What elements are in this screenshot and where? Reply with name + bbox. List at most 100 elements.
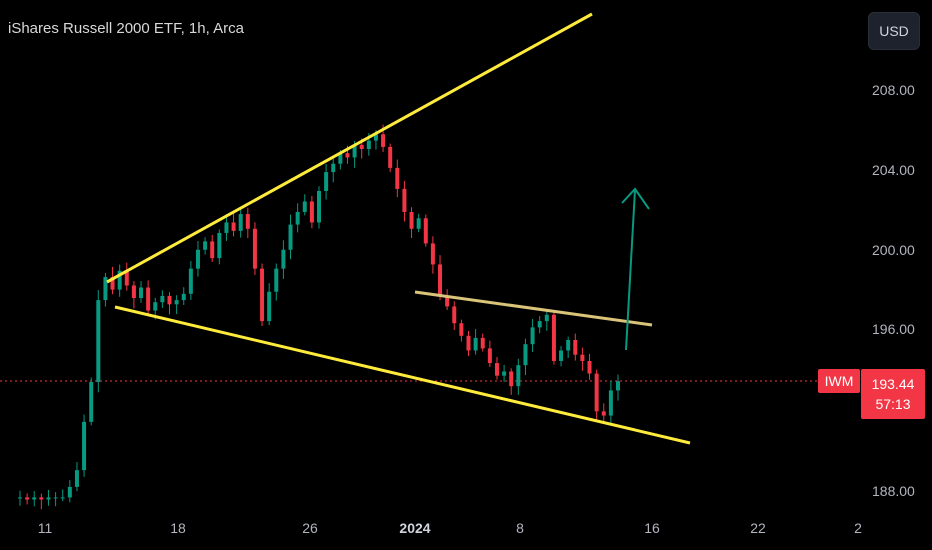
breakout-arrow[interactable]	[625, 189, 636, 351]
candle-body	[331, 163, 336, 173]
candle-body	[430, 243, 435, 265]
candle-body	[466, 335, 471, 351]
candle-body	[309, 201, 314, 223]
candle-body	[537, 321, 542, 328]
x-tick-label: 26	[302, 520, 318, 536]
candle-body	[566, 340, 571, 351]
candle-body	[39, 497, 44, 500]
candle-body	[423, 218, 428, 244]
candle-body	[338, 153, 343, 164]
candle-body	[345, 153, 350, 158]
candle-body	[195, 249, 200, 269]
candle-body	[509, 371, 514, 387]
x-tick-label: 8	[516, 520, 524, 536]
candle-body	[480, 337, 485, 349]
candle-body	[587, 360, 592, 374]
x-tick-label: 11	[38, 520, 53, 536]
candle-body	[131, 285, 136, 299]
x-tick-label: 22	[750, 520, 766, 536]
candle-body	[217, 232, 222, 259]
candle-body	[267, 291, 272, 322]
candle-body	[452, 306, 457, 324]
candle-body	[302, 201, 307, 212]
candle-body	[160, 295, 165, 303]
upper-trendline[interactable]	[106, 12, 593, 284]
candle-body	[210, 241, 215, 259]
candle-body	[245, 214, 250, 229]
x-tick-label: 2024	[399, 520, 430, 536]
currency-button[interactable]: USD	[868, 12, 920, 50]
ticker-badge: IWM	[818, 369, 860, 393]
candle-body	[608, 390, 613, 416]
candle-body	[274, 268, 279, 292]
candle-body	[594, 373, 599, 412]
y-tick-label: 208.00	[872, 82, 915, 98]
candle-body	[146, 287, 151, 311]
candle-body	[281, 249, 286, 269]
candle-body	[124, 270, 129, 286]
candle-body	[416, 218, 421, 229]
y-tick-label: 196.00	[872, 321, 915, 337]
candle-body	[117, 270, 122, 290]
candle-body	[381, 134, 386, 147]
candle-body	[352, 144, 357, 158]
candle-body	[110, 277, 115, 290]
candle-body	[544, 314, 549, 322]
last-price-value: 193.44	[871, 376, 915, 392]
candle-body	[188, 268, 193, 294]
x-tick-label: 16	[644, 520, 660, 536]
candle-body	[502, 371, 507, 376]
candle-body	[167, 295, 172, 305]
candle-body	[317, 190, 321, 223]
candle-body	[559, 350, 564, 361]
candle-body	[231, 222, 236, 231]
candle-body	[388, 146, 393, 168]
candles-group	[18, 124, 620, 510]
y-tick-label: 200.00	[872, 242, 915, 258]
resistance-line[interactable]	[414, 290, 653, 327]
candle-body	[74, 470, 79, 487]
candle-body	[573, 340, 578, 355]
candle-body	[373, 134, 378, 141]
candle-body	[616, 381, 620, 391]
candle-body	[402, 188, 407, 212]
candle-body	[60, 497, 65, 499]
candle-body	[523, 344, 528, 366]
candle-body	[103, 277, 108, 301]
candle-body	[139, 287, 144, 299]
last-price-badge: 193.44 57:13	[861, 369, 925, 419]
candle-body	[224, 222, 229, 233]
candle-body	[494, 363, 499, 376]
candle-body	[366, 140, 371, 150]
candle-body	[32, 497, 37, 500]
candle-body	[252, 228, 257, 269]
candle-body	[53, 497, 58, 499]
drawings-group	[106, 12, 691, 445]
candle-body	[153, 302, 158, 311]
candle-body	[260, 268, 265, 322]
candle-body	[46, 497, 51, 500]
candle-body	[530, 327, 535, 345]
candle-body	[324, 172, 329, 191]
candle-body	[203, 241, 208, 250]
lower-trendline[interactable]	[114, 305, 691, 445]
candle-body	[89, 381, 94, 422]
candle-body	[487, 348, 492, 364]
candle-body	[438, 264, 443, 296]
candle-body	[67, 486, 72, 498]
candle-body	[516, 365, 521, 387]
chart-title: iShares Russell 2000 ETF, 1h, Arca	[8, 20, 244, 37]
candle-body	[395, 167, 400, 189]
price-axis[interactable]: 208.00 204.00 200.00 196.00 188.00	[872, 82, 915, 499]
y-tick-label: 204.00	[872, 162, 915, 178]
candle-body	[409, 211, 414, 229]
candle-body	[25, 497, 30, 500]
candle-body	[181, 293, 186, 301]
time-axis[interactable]: 11 18 26 2024 8 16 22 2	[38, 520, 862, 536]
candle-body	[174, 300, 179, 305]
candle-body	[288, 224, 293, 250]
candle-body	[580, 354, 585, 361]
candle-body	[551, 314, 556, 361]
candle-body	[473, 337, 478, 351]
